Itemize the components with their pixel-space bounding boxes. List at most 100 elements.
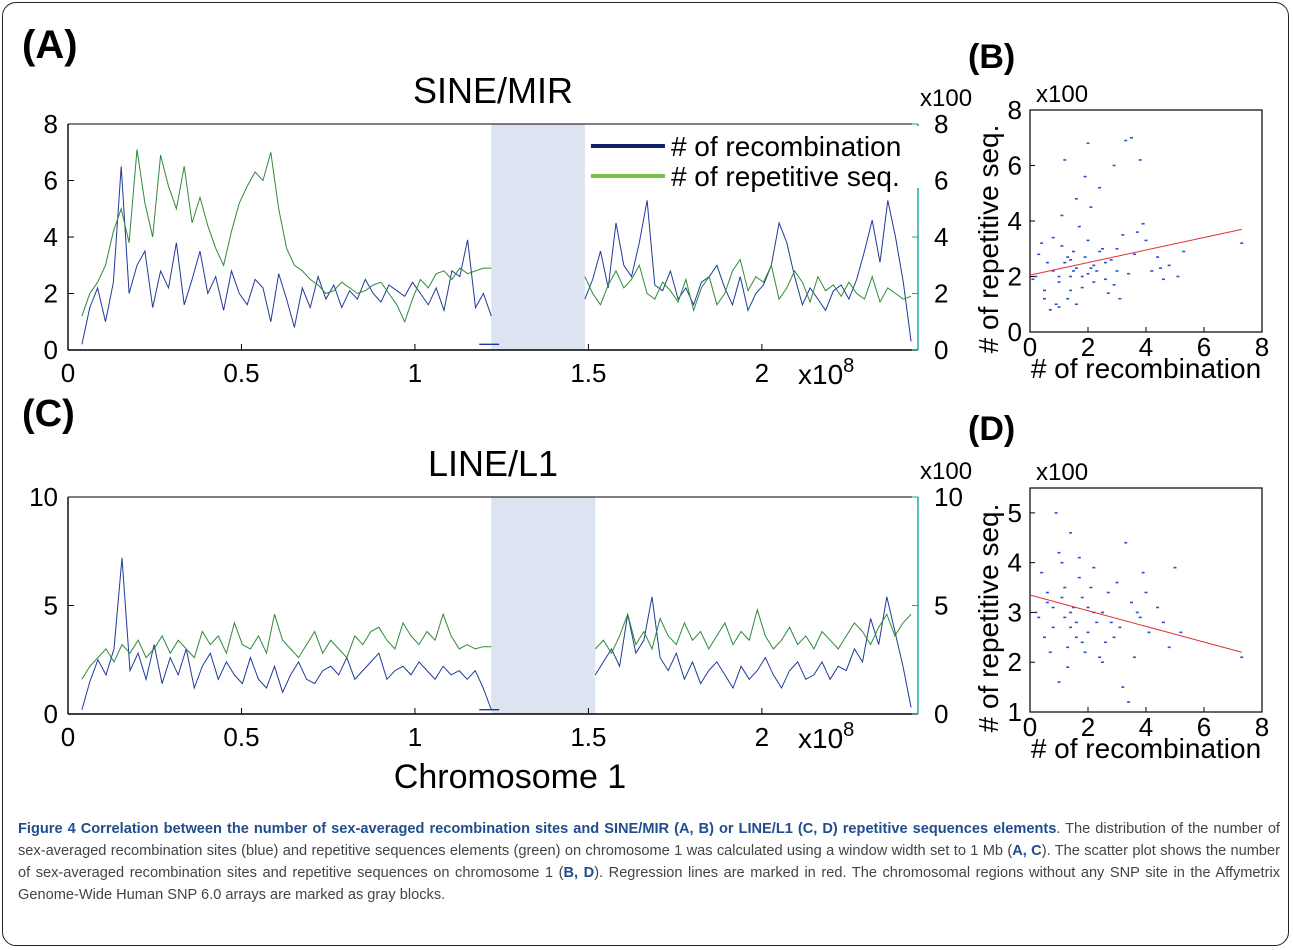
panel-d-scatter-point bbox=[1040, 571, 1044, 574]
panel-b-scatter-point bbox=[1138, 159, 1142, 161]
panel-b-scatter-point bbox=[1098, 250, 1102, 253]
panel-a-series-recombination-line bbox=[584, 200, 912, 342]
panel-b-scatter-point bbox=[1083, 175, 1087, 178]
caption-ref-bd: B, D bbox=[563, 865, 595, 881]
panel-b-regression-line bbox=[1029, 228, 1242, 276]
panel-d-scatter-point bbox=[1077, 576, 1081, 579]
panel-d-regression-line bbox=[1029, 594, 1242, 653]
panel-d-scatter-point bbox=[1057, 681, 1061, 683]
panel-b-scatter-point bbox=[1101, 247, 1104, 250]
panel-c-ytick-right-label: 0 bbox=[934, 699, 948, 729]
panel-b-ytick-label: 0 bbox=[1008, 317, 1022, 347]
panel-d-scatter-point bbox=[1037, 616, 1041, 619]
panel-b-scatter-point bbox=[1086, 142, 1090, 145]
panel-b-scatter-point bbox=[1121, 234, 1125, 236]
panel-d-scatter-point bbox=[1054, 512, 1058, 514]
panel-b-scatter-point bbox=[1112, 164, 1116, 167]
panel-b-scatter-point bbox=[1080, 275, 1084, 278]
panel-a-ytick-right-label: 2 bbox=[934, 279, 948, 309]
panel-b-scatter-point bbox=[1060, 245, 1064, 247]
panel-b-scatter-point bbox=[1109, 259, 1113, 261]
panel-c-series-repetitive-line bbox=[594, 607, 912, 655]
panel-b-scatter-point bbox=[1132, 253, 1136, 256]
panel-d-scatter-point bbox=[1098, 656, 1102, 659]
panel-a-ytick-right-label: 8 bbox=[934, 109, 948, 139]
panel-b-xtick-label: 0 bbox=[1023, 332, 1037, 362]
panel-b-xtick-label: 2 bbox=[1081, 332, 1095, 362]
panel-b-scatter-point bbox=[1240, 242, 1244, 244]
panel-c-xtick-label: 1.5 bbox=[570, 722, 606, 752]
chromosome-axis-label: Chromosome 1 bbox=[394, 758, 626, 796]
panel-d-ytick-label: 1 bbox=[1008, 697, 1022, 727]
panel-d-xtick-label: 0 bbox=[1023, 712, 1037, 742]
panel-d-xtick-label: 4 bbox=[1139, 712, 1153, 742]
panel-d-ytick-label: 3 bbox=[1008, 597, 1022, 627]
panel-b-scatter-point bbox=[1118, 297, 1122, 300]
panel-d-scatter-point bbox=[1101, 611, 1104, 614]
panel-b-scatter-point bbox=[1057, 281, 1061, 283]
panel-b-scatter-point bbox=[1045, 261, 1049, 264]
panel-d-scatter-point bbox=[1072, 606, 1075, 609]
panel-b-y-multiplier: x100 bbox=[1036, 81, 1088, 108]
panel-b-scatter-point bbox=[1037, 253, 1041, 256]
panel-a-x-multiplier: x108 bbox=[798, 355, 854, 390]
panel-a-gap-block bbox=[491, 124, 585, 350]
panel-b-scatter-point bbox=[1043, 297, 1046, 300]
panel-b-scatter-point bbox=[1069, 289, 1073, 292]
panel-b-scatter-point bbox=[1048, 309, 1052, 311]
panel-d-scatter-point bbox=[1060, 561, 1064, 564]
panel-b-scatter-point bbox=[1092, 264, 1096, 267]
panel-b-scatter-point bbox=[1124, 139, 1128, 142]
panel-b-scatter-point bbox=[1156, 256, 1160, 258]
panel-a-ytick-left-label: 6 bbox=[44, 166, 58, 196]
panel-d-scatter-point bbox=[1051, 626, 1055, 629]
panel-d-scatter-point bbox=[1173, 566, 1177, 569]
panel-d-scatter-point bbox=[1179, 631, 1183, 634]
panel-b-scatter-point bbox=[1182, 250, 1186, 253]
panel-d-frame bbox=[1029, 487, 1263, 713]
panel-b-scatter-point bbox=[1161, 278, 1165, 281]
panel-d-scatter-point bbox=[1043, 636, 1046, 639]
panel-d-scatter-point bbox=[1112, 636, 1116, 639]
caption-ref-ac: A, C bbox=[1012, 843, 1042, 859]
panel-d-scatter-point bbox=[1045, 591, 1049, 594]
panel-b-ytick-label: 6 bbox=[1008, 151, 1022, 181]
panel-c-title: LINE/L1 bbox=[428, 443, 558, 484]
panel-b-ytick-label: 8 bbox=[1008, 95, 1022, 125]
panel-b-ytick-label: 4 bbox=[1008, 206, 1022, 236]
panel-d-scatter-point bbox=[1121, 686, 1125, 688]
panel-d-scatter-point bbox=[1144, 591, 1148, 594]
panel-d-scatter-point bbox=[1069, 611, 1073, 614]
panel-b-scatter-point bbox=[1057, 306, 1061, 308]
panel-a-title: SINE/MIR bbox=[413, 70, 573, 111]
panel-d-scatter-point bbox=[1138, 616, 1142, 619]
panel-d-ytick-label: 4 bbox=[1008, 548, 1022, 578]
panel-d-ytick-label: 5 bbox=[1008, 498, 1022, 528]
panel-b-scatter-point bbox=[1089, 206, 1093, 208]
panel-d-scatter-point bbox=[1048, 651, 1052, 654]
panel-b-scatter-point bbox=[1092, 281, 1096, 283]
panel-b-scatter-point bbox=[1103, 278, 1107, 281]
panel-a-right-multiplier: x100 bbox=[920, 85, 972, 112]
panel-b-scatter-point bbox=[1106, 292, 1110, 294]
panel-label-c: (C) bbox=[22, 393, 75, 435]
panel-b-scatter-point bbox=[1095, 270, 1099, 272]
panel-a-ytick-right-label: 6 bbox=[934, 166, 948, 196]
panel-a-ytick-left-label: 8 bbox=[44, 109, 58, 139]
panel-c-series-recombination-line bbox=[594, 596, 912, 708]
panel-b-xtick-label: 6 bbox=[1197, 332, 1211, 362]
panel-b-scatter-point bbox=[1115, 270, 1119, 272]
panel-b-scatter-point bbox=[1031, 278, 1035, 281]
panel-c-ytick-left-label: 0 bbox=[44, 699, 58, 729]
panel-b-xtick-label: 8 bbox=[1255, 332, 1269, 362]
panel-d-scatter-point bbox=[1074, 621, 1078, 624]
panel-b-xtick-label: 4 bbox=[1139, 332, 1153, 362]
panel-b-scatter-point bbox=[1063, 159, 1067, 161]
panel-d-scatter-point bbox=[1240, 656, 1244, 659]
panel-a-ytick-right-label: 0 bbox=[934, 335, 948, 365]
panel-c-xtick-label: 1 bbox=[408, 722, 422, 752]
panel-label-d: (D) bbox=[968, 410, 1015, 448]
panel-c-series-repetitive-line bbox=[81, 612, 492, 680]
panel-c-xtick-label: 0.5 bbox=[223, 722, 259, 752]
